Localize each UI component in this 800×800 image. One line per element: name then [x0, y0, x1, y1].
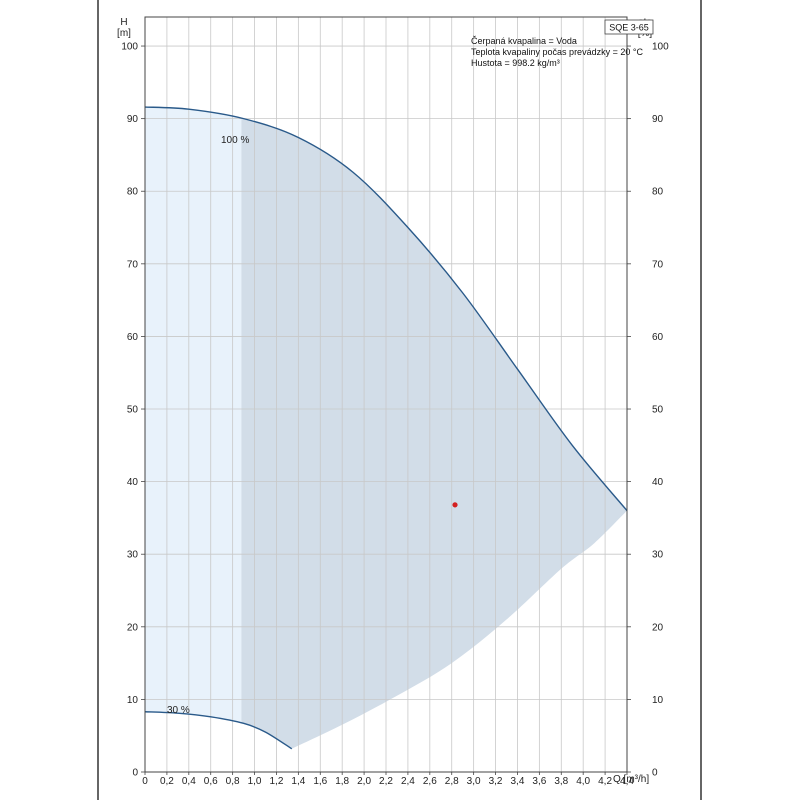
- x-axis-label: Q [m³/h]: [613, 774, 649, 785]
- y-tick-label-left: 10: [127, 695, 139, 706]
- curve-label-30: 30 %: [167, 705, 190, 716]
- y-tick-label-right: 20: [652, 622, 664, 633]
- info-fluid: Čerpaná kvapalina = Voda: [471, 36, 577, 46]
- y-tick-label-right: 40: [652, 477, 664, 488]
- x-tick-label: 0,2: [160, 776, 174, 787]
- y-tick-label-right: 80: [652, 187, 664, 198]
- y-axis-label-name: H: [120, 17, 127, 28]
- x-tick-label: 2,2: [379, 776, 393, 787]
- y-tick-label-left: 90: [127, 114, 139, 125]
- info-temperature: Teplota kvapaliny počas prevádzky = 20 °…: [471, 47, 643, 57]
- x-tick-label: 2,8: [445, 776, 459, 787]
- duty-point: [452, 502, 458, 508]
- region-low-flow: [145, 107, 242, 749]
- y-tick-label-left: 20: [127, 622, 139, 633]
- x-axis-ticks: 0 0,2 0,4 0,6 0,8 1,0 1,2 1,4 1,6 1,8 2,0 2,2 2,4 2,6…: [142, 772, 634, 787]
- model-label-box: [604, 19, 654, 35]
- x-tick-label: 3,0: [467, 776, 481, 787]
- duty-point-layer: [452, 502, 458, 508]
- y-tick-label-right: 90: [652, 114, 664, 125]
- curve-30-percent: [144, 711, 293, 750]
- x-tick-label: 3,6: [532, 776, 546, 787]
- x-tick-label: 1,2: [270, 776, 284, 787]
- y-tick-label-right: 100: [652, 42, 669, 53]
- x-tick-label: 4,2: [598, 776, 612, 787]
- y-tick-label-right: 30: [652, 550, 664, 561]
- x-tick-label: 4,4: [620, 776, 634, 787]
- x-tick-label: 2,4: [401, 776, 415, 787]
- x-tick-label: 4,0: [576, 776, 590, 787]
- y-tick-label-left: 60: [127, 332, 139, 343]
- region-operating: [241, 107, 627, 749]
- x-tick-label: 0,6: [204, 776, 218, 787]
- x-tick-label: 0: [142, 776, 148, 787]
- y-tick-label-left: 30: [127, 550, 139, 561]
- x-tick-label: 1,8: [335, 776, 349, 787]
- x-tick-label: 3,8: [554, 776, 568, 787]
- y-axis-left-ticks: 0 10 20 30 40 50 60 70 80 90 100: [121, 42, 145, 779]
- x-tick-label: 0,8: [226, 776, 240, 787]
- x-tick-label: 1,4: [291, 776, 305, 787]
- y-tick-label-left: 80: [127, 187, 139, 198]
- x-tick-label: 2,0: [357, 776, 371, 787]
- y-tick-label-right: 60: [652, 332, 664, 343]
- y-tick-label-right: 70: [652, 259, 664, 270]
- x-tick-label: 0,4: [182, 776, 196, 787]
- x-tick-label: 3,4: [511, 776, 525, 787]
- curve-label-100: 100 %: [221, 135, 249, 146]
- y-tick-label-left: 100: [121, 42, 138, 53]
- curve-100-percent: [144, 106, 628, 512]
- info-density: Hustota = 998.2 kg/m³: [471, 58, 560, 68]
- y-axis-right-ticks: 0 10 20 30 40 50 60 70 80 90 100: [627, 42, 669, 779]
- grid-lines: [144, 17, 628, 773]
- y-tick-label-right: 10: [652, 695, 664, 706]
- y-tick-label-left: 70: [127, 259, 139, 270]
- pump-curves: [144, 106, 628, 750]
- x-tick-label: 1,0: [248, 776, 262, 787]
- x-tick-label: 3,2: [489, 776, 503, 787]
- y-axis-label-unit: [m]: [117, 28, 131, 39]
- x-tick-label: 2,6: [423, 776, 437, 787]
- model-label: SQE 3-65: [609, 23, 649, 33]
- x-tick-label: 1,6: [313, 776, 327, 787]
- y-tick-label-left: 50: [127, 405, 139, 416]
- y-tick-label-right: 50: [652, 405, 664, 416]
- y-tick-label-left: 0: [132, 768, 138, 779]
- y-tick-label-right: 0: [652, 768, 658, 779]
- y-tick-label-left: 40: [127, 477, 139, 488]
